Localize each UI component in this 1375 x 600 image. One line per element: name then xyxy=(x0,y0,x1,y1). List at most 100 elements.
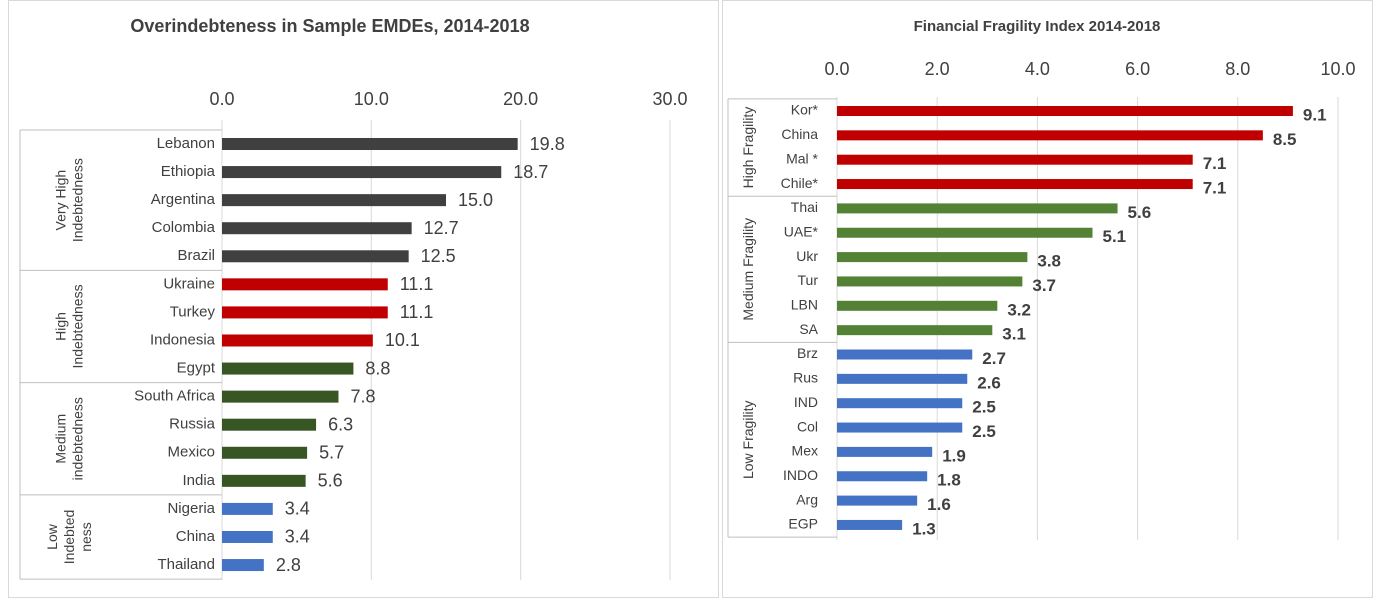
bar xyxy=(837,130,1263,141)
category-label: Ethiopia xyxy=(161,163,216,180)
data-label: 1.3 xyxy=(912,519,936,538)
category-label: Mal * xyxy=(786,150,818,166)
bar xyxy=(837,398,963,409)
group-label: Mediumindebtedness xyxy=(52,397,85,480)
x-tick-label: 10.0 xyxy=(1320,59,1355,79)
group-label-line: Indebted xyxy=(61,510,77,565)
bar xyxy=(222,222,412,235)
bar xyxy=(222,418,317,431)
x-tick-label: 30.0 xyxy=(652,89,687,109)
category-label: China xyxy=(781,126,818,142)
data-label: 1.9 xyxy=(942,446,966,465)
group-label-line: Medium xyxy=(52,414,68,464)
bar xyxy=(837,495,918,506)
group-label-line: Medium Fragility xyxy=(740,218,756,321)
category-label: UAE* xyxy=(784,223,819,239)
data-label: 5.1 xyxy=(1103,227,1127,246)
group-label-line: High xyxy=(52,312,68,341)
category-label: Russia xyxy=(169,416,216,433)
x-tick-label: 20.0 xyxy=(503,89,538,109)
group-label: Low Fragility xyxy=(740,400,756,479)
bar xyxy=(222,502,273,515)
group-label: Medium Fragility xyxy=(740,218,756,321)
group-label: High Fragility xyxy=(740,107,756,189)
category-label: LBN xyxy=(791,297,818,313)
category-label: Arg xyxy=(796,491,818,507)
x-tick-label: 4.0 xyxy=(1025,59,1050,79)
group-label-line: Low xyxy=(44,523,60,550)
bar xyxy=(837,227,1093,238)
group-label-line: Low Fragility xyxy=(740,400,756,479)
bar xyxy=(837,519,903,530)
data-label: 12.5 xyxy=(421,246,456,266)
category-label: INDO xyxy=(783,467,818,483)
bar xyxy=(222,278,388,291)
bar xyxy=(837,203,1118,214)
category-label: Thai xyxy=(791,199,818,215)
data-label: 7.1 xyxy=(1203,154,1227,173)
data-label: 11.1 xyxy=(400,274,434,294)
category-label: Chile* xyxy=(781,175,819,191)
data-label: 3.7 xyxy=(1032,276,1056,295)
bar xyxy=(837,422,963,433)
data-label: 12.7 xyxy=(424,218,459,238)
category-label: China xyxy=(176,528,216,545)
category-label: EGP xyxy=(788,516,818,532)
category-label: Mexico xyxy=(167,444,215,461)
bar xyxy=(837,252,1028,263)
category-label: SA xyxy=(799,321,818,337)
left-panel xyxy=(8,0,719,598)
category-label: Indonesia xyxy=(150,331,216,348)
x-tick-label: 8.0 xyxy=(1225,59,1250,79)
bar xyxy=(222,138,518,150)
bar xyxy=(222,334,373,347)
category-label: Ukraine xyxy=(163,275,215,292)
bar xyxy=(222,250,409,263)
category-label: Egypt xyxy=(177,360,216,377)
x-tick-label: 2.0 xyxy=(925,59,950,79)
right-panel xyxy=(722,0,1373,598)
category-label: Lebanon xyxy=(157,135,215,152)
bar xyxy=(222,474,306,487)
bar xyxy=(837,373,968,384)
data-label: 5.6 xyxy=(318,471,343,491)
x-tick-label: 0.0 xyxy=(824,59,849,79)
bar xyxy=(837,106,1293,116)
group-label: LowIndebtedness xyxy=(44,510,94,565)
data-label: 5.7 xyxy=(319,443,344,463)
data-label: 18.7 xyxy=(513,162,548,182)
data-label: 8.8 xyxy=(365,358,390,378)
data-label: 3.2 xyxy=(1007,300,1031,319)
category-label: Tur xyxy=(798,272,819,288)
bar xyxy=(222,530,273,543)
data-label: 2.8 xyxy=(276,555,301,575)
bar xyxy=(837,349,973,360)
bar xyxy=(222,362,354,375)
category-label: Colombia xyxy=(152,219,216,236)
data-label: 6.3 xyxy=(328,414,353,434)
group-label: Very HighIndebtedness xyxy=(52,158,85,242)
data-label: 3.1 xyxy=(1002,325,1026,344)
data-label: 9.1 xyxy=(1303,105,1327,124)
bar xyxy=(837,446,933,457)
group-label-line: indebtedness xyxy=(69,397,85,480)
group-label-line: Very High xyxy=(52,170,68,231)
chart-title: Financial Fragility Index 2014-2018 xyxy=(914,18,1161,35)
category-label: Thailand xyxy=(157,556,215,573)
group-label-line: High Fragility xyxy=(740,107,756,189)
bar xyxy=(837,276,1023,287)
group-label-line: ness xyxy=(78,522,94,552)
category-label: Nigeria xyxy=(167,500,215,517)
bar xyxy=(222,446,308,459)
category-label: Brazil xyxy=(177,247,215,264)
data-label: 11.1 xyxy=(400,302,434,322)
category-label: Col xyxy=(797,418,818,434)
data-label: 2.7 xyxy=(982,349,1006,368)
category-label: Argentina xyxy=(151,191,216,208)
category-label: Ukr xyxy=(796,248,818,264)
bar xyxy=(222,166,502,179)
category-label: India xyxy=(182,472,215,489)
bar xyxy=(222,306,388,319)
category-label: Kor* xyxy=(791,102,819,118)
